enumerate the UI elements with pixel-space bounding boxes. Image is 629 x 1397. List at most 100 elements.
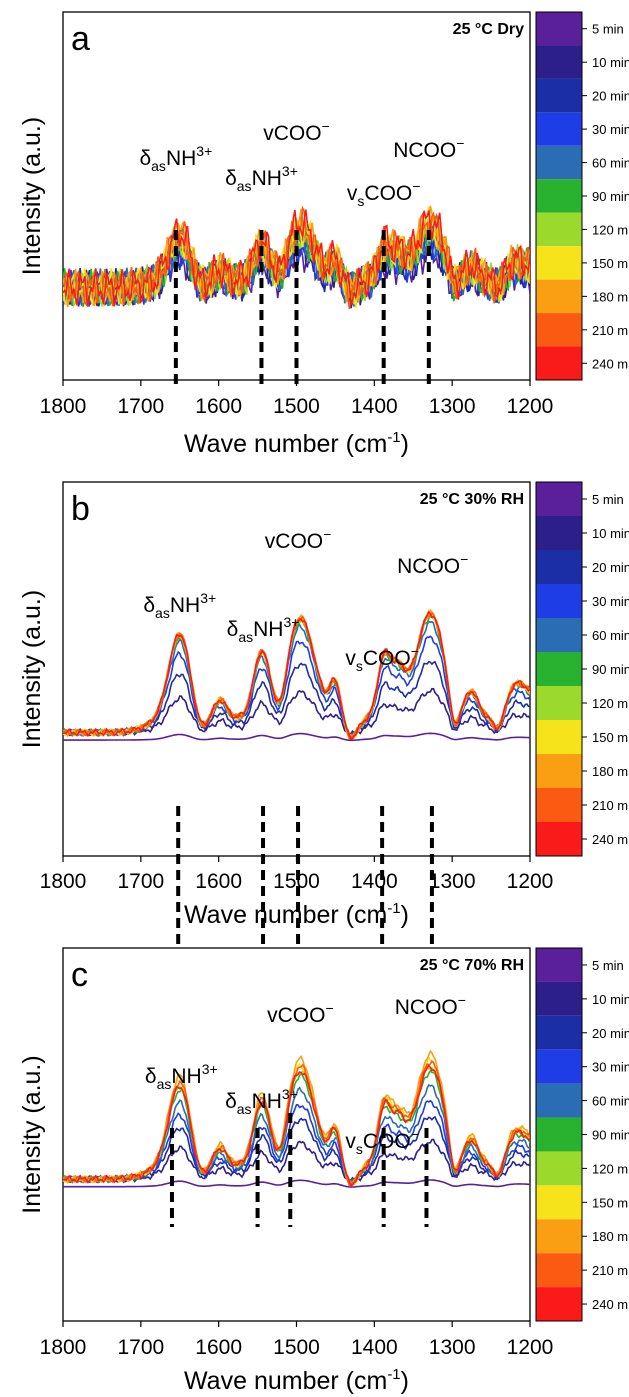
x-tick-label: 1200	[507, 395, 554, 418]
series-group	[63, 205, 530, 310]
peak-label-main: NH	[252, 167, 282, 190]
series-line-5-min	[63, 732, 530, 742]
peak-label-sup: −	[412, 178, 420, 194]
peak-label: NCOO−	[395, 992, 466, 1019]
peak-label-text: v	[345, 647, 356, 670]
peak-label: vCOO−	[265, 526, 332, 553]
legend-label: 90 min	[592, 662, 629, 677]
peak-label: NCOO−	[397, 551, 468, 578]
legend-label: 10 min	[592, 526, 629, 541]
peak-label-sup: −	[323, 526, 331, 542]
legend-label: 20 min	[592, 89, 629, 104]
x-tick-label: 1500	[273, 395, 320, 418]
legend-label: 5 min	[592, 22, 624, 37]
peak-label-text: NCOO	[397, 555, 460, 578]
peak-label-sup: −	[325, 1000, 333, 1016]
peak-label-text: vCOO	[263, 122, 321, 145]
y-axis-label: Intensity (a.u.)	[18, 590, 46, 748]
x-tick-label: 1500	[273, 870, 320, 893]
legend-swatch	[536, 1049, 582, 1084]
legend-label: 20 min	[592, 1026, 629, 1041]
legend-label: 90 min	[592, 189, 629, 204]
peak-label-sub: s	[356, 1141, 363, 1157]
peak-label: NCOO−	[393, 135, 464, 162]
x-tick-label: 1600	[195, 395, 242, 418]
peak-label-sub: as	[237, 1101, 252, 1117]
peak-label: δasNH3+	[227, 614, 300, 645]
y-axis-label: Intensity (a.u.)	[18, 117, 46, 275]
legend-label: 210 min	[592, 798, 629, 813]
peak-label-text: NCOO	[395, 996, 458, 1019]
x-tick-label: 1800	[40, 1336, 87, 1359]
legend-frame	[535, 947, 583, 1322]
peak-label-main: COO	[363, 647, 411, 670]
x-tick-label: 1600	[195, 870, 242, 893]
x-tick-label: 1200	[507, 870, 554, 893]
peak-label-sup: −	[411, 643, 419, 659]
legend-swatch	[536, 1287, 582, 1321]
series-line-5-min	[63, 1179, 530, 1188]
peak-label-sub: as	[157, 1076, 172, 1092]
peak-label-main: COO	[363, 1130, 411, 1153]
legend-label: 240 min	[592, 356, 629, 371]
legend-swatch	[536, 652, 582, 686]
peak-label-sub: s	[356, 658, 363, 674]
x-tick-label: 1600	[195, 1336, 242, 1359]
plot-frame	[62, 11, 531, 381]
legend-swatch	[536, 212, 582, 247]
legend-label: 5 min	[592, 492, 624, 507]
legend-swatch	[536, 1015, 582, 1050]
x-tick-label: 1400	[351, 1336, 398, 1359]
legend-frame	[535, 11, 583, 381]
legend-label: 180 min	[592, 289, 629, 304]
legend-swatch	[536, 1117, 582, 1152]
legend-label: 5 min	[592, 958, 624, 973]
peak-label-sup: −	[411, 1126, 419, 1142]
peak-label-sup: 3+	[282, 163, 298, 179]
legend-swatch	[536, 112, 582, 146]
peak-label-text: NCOO	[393, 139, 456, 162]
legend-swatch	[536, 1253, 582, 1288]
legend-label: 10 min	[592, 992, 629, 1007]
legend-label: 60 min	[592, 628, 629, 643]
legend-label: 120 min	[592, 696, 629, 711]
x-tick-label: 1700	[117, 395, 164, 418]
peak-label-text: δ	[227, 618, 239, 641]
peak-label-main: NH	[252, 1090, 282, 1113]
legend-swatch	[536, 516, 582, 550]
legend-swatch	[536, 12, 582, 46]
legend-label: 120 min	[592, 222, 629, 237]
legend-swatch	[536, 948, 582, 982]
plot-frame	[62, 481, 531, 857]
legend-swatch	[536, 313, 582, 347]
x-axis-label-text: Wave number (cm	[184, 901, 387, 929]
peak-label-sup: 3+	[202, 1061, 218, 1077]
legend-label: 30 min	[592, 122, 629, 137]
legend-swatch	[536, 686, 582, 720]
peak-label: δasNH3+	[145, 1061, 218, 1092]
legend-swatch	[536, 246, 582, 280]
condition-label: 25 °C Dry	[453, 21, 524, 38]
panel-letter: c	[71, 956, 88, 994]
peak-label-text: δ	[145, 1065, 157, 1088]
legend-swatch	[536, 1185, 582, 1220]
peak-label-sup: 3+	[282, 1086, 298, 1102]
x-axis-label: Wave number (cm-1)	[184, 1366, 409, 1395]
x-tick-label: 1300	[429, 1336, 476, 1359]
legend-label: 240 min	[592, 1297, 629, 1312]
legend-swatch	[536, 179, 582, 213]
peak-label-sup: 3+	[283, 614, 299, 630]
legend-swatch	[536, 720, 582, 754]
peak-label-sup: −	[458, 992, 466, 1008]
condition-label: 25 °C 30% RH	[420, 491, 524, 508]
legend-label: 150 min	[592, 1195, 629, 1210]
x-tick-label: 1300	[429, 395, 476, 418]
legend-swatch	[536, 1219, 582, 1254]
x-tick-label: 1500	[273, 1336, 320, 1359]
peak-label-main: NH	[171, 1065, 201, 1088]
x-tick-label: 1400	[351, 870, 398, 893]
legend-label: 30 min	[592, 594, 629, 609]
x-axis-label-sup: -1	[387, 900, 400, 917]
series-group	[63, 1049, 530, 1188]
